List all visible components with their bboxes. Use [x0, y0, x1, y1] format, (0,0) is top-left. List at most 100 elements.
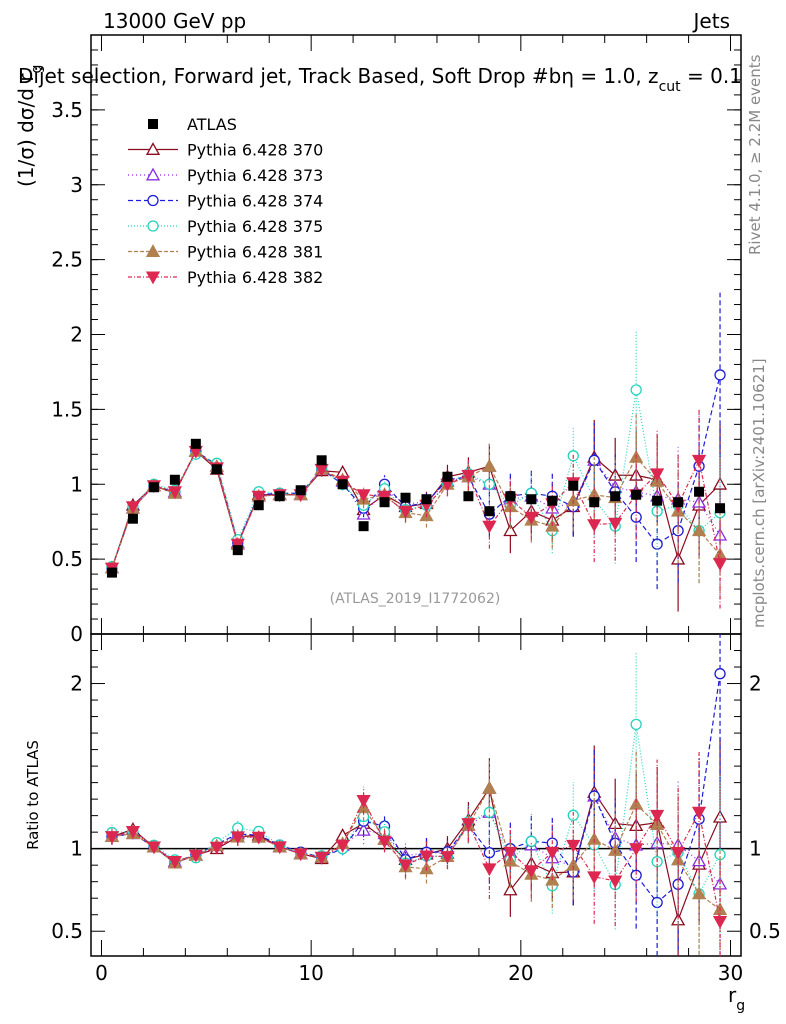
series-point: [503, 523, 518, 537]
legend-marker: [145, 244, 161, 257]
legend-entry: Pythia 6.428 370: [128, 141, 323, 160]
ratio-point: [608, 875, 623, 889]
ratio-frame: [90, 633, 742, 957]
atlas-data-point: [127, 513, 138, 524]
ratio-point: [335, 839, 350, 853]
atlas-data-point: [589, 497, 600, 508]
legend: ATLAS Pythia 6.428 370 Pythia 6.428 373 Pyt…: [128, 115, 323, 287]
ratio-panel: 0.5 0.5 1 1 2 2 0 10 20 30: [51, 633, 781, 985]
main-series-group: [104, 292, 728, 612]
legend-entry: Pythia 6.428 374: [128, 192, 323, 211]
series-point: [630, 384, 642, 396]
atlas-data-point: [316, 455, 327, 466]
series-point: [587, 519, 602, 533]
y-tick-label: 2: [70, 323, 83, 347]
atlas-data-point: [211, 464, 222, 475]
energy-label: 13000 GeV pp: [103, 9, 246, 33]
atlas-data-point: [442, 471, 453, 482]
legend-marker: [145, 142, 161, 155]
series-point: [377, 490, 392, 504]
ratio-point: [356, 795, 371, 808]
ratio-y-axis-label: Ratio to ATLAS: [24, 740, 42, 850]
ratio-point: [691, 806, 707, 820]
ratio-point: [167, 856, 182, 869]
ratio-point: [566, 839, 581, 853]
atlas-data-point: [526, 494, 537, 505]
ratio-series-line: [111, 794, 721, 885]
ratio-point: [188, 849, 203, 863]
atlas-data-point: [274, 491, 285, 502]
x-tick-label: 10: [298, 961, 323, 985]
legend-label: Pythia 6.428 382: [187, 268, 323, 287]
atlas-data-point: [379, 497, 390, 508]
series-line: [111, 450, 721, 569]
series-point: [712, 558, 728, 571]
x-tick-label: 20: [508, 961, 533, 985]
ratio-point: [545, 846, 560, 860]
series-point: [461, 469, 476, 483]
ratio-point: [525, 835, 537, 847]
series-line: [111, 389, 721, 567]
legend-label: Pythia 6.428 375: [187, 217, 323, 236]
ratio-x-ticks: 0 10 20 30: [95, 634, 743, 985]
series-line: [111, 450, 721, 569]
atlas-data-point: [652, 495, 663, 506]
ratio-point: [587, 831, 602, 845]
atlas-data-group: [106, 438, 726, 578]
series-line: [111, 450, 721, 569]
atlas-data-point: [232, 545, 243, 556]
legend-entry: ATLAS: [148, 115, 237, 134]
y-axis-label: (1/σ) dσ/d rg: [14, 65, 45, 187]
ratio-point: [146, 841, 162, 855]
analysis-watermark: (ATLAS_2019_I1772062): [330, 591, 501, 607]
ratio-point: [629, 843, 644, 857]
series-point: [608, 517, 623, 531]
atlas-data-point: [547, 495, 558, 506]
series-point: [482, 458, 497, 472]
x-tick-label: 0: [95, 961, 108, 985]
atlas-data-point: [358, 521, 369, 532]
y-tick-label: 0.5: [51, 547, 83, 571]
series-point: [524, 511, 539, 525]
series-point: [482, 520, 497, 534]
ratio-series-s382: [104, 751, 728, 956]
legend-label: Pythia 6.428 374: [187, 192, 323, 211]
ratio-point: [566, 858, 581, 871]
atlas-data-point: [610, 491, 621, 502]
atlas-data-point: [568, 480, 579, 491]
atlas-data-point: [505, 491, 516, 502]
ratio-tick-label-right: 1: [749, 837, 762, 861]
atlas-data-point: [463, 491, 474, 502]
ratio-point: [251, 831, 266, 845]
mcplots-label: mcplots.cern.ch [arXiv:2401.10621]: [750, 358, 768, 628]
x-tick-label: 30: [718, 961, 743, 985]
series-s382: [104, 407, 728, 609]
series-point: [167, 486, 182, 500]
y-tick-label: 1.5: [51, 397, 83, 421]
main-x-ticks: [100, 35, 732, 634]
chart-title: Dijet selection, Forward jet, Track Base…: [18, 64, 742, 95]
ratio-series-line: [111, 799, 721, 922]
ratio-point: [587, 871, 602, 885]
ratio-point: [524, 865, 539, 879]
legend-entry: Pythia 6.428 373: [128, 166, 323, 185]
ratio-tick-label: 0.5: [51, 919, 83, 943]
main-panel: 0 0.5 1 1.5 2 2.5 3 3.5: [51, 34, 742, 646]
y-tick-label: 2.5: [51, 248, 83, 272]
atlas-data-point: [715, 503, 726, 514]
series-point: [125, 501, 141, 515]
ratio-point: [670, 846, 686, 860]
ratio-point: [440, 851, 455, 864]
ratio-point: [314, 851, 329, 865]
series-point: [650, 468, 665, 482]
ratio-y-ticks: 0.5 0.5 1 1 2 2: [51, 650, 781, 943]
series-point: [356, 489, 371, 503]
jets-label: Jets: [692, 9, 730, 33]
legend-label: Pythia 6.428 381: [187, 243, 323, 262]
atlas-data-point: [106, 567, 117, 578]
legend-marker: [147, 194, 159, 207]
atlas-data-point: [421, 494, 432, 505]
legend-label: ATLAS: [187, 115, 237, 134]
ratio-tick-label: 1: [70, 837, 83, 861]
legend-entry: Pythia 6.428 381: [128, 243, 323, 262]
